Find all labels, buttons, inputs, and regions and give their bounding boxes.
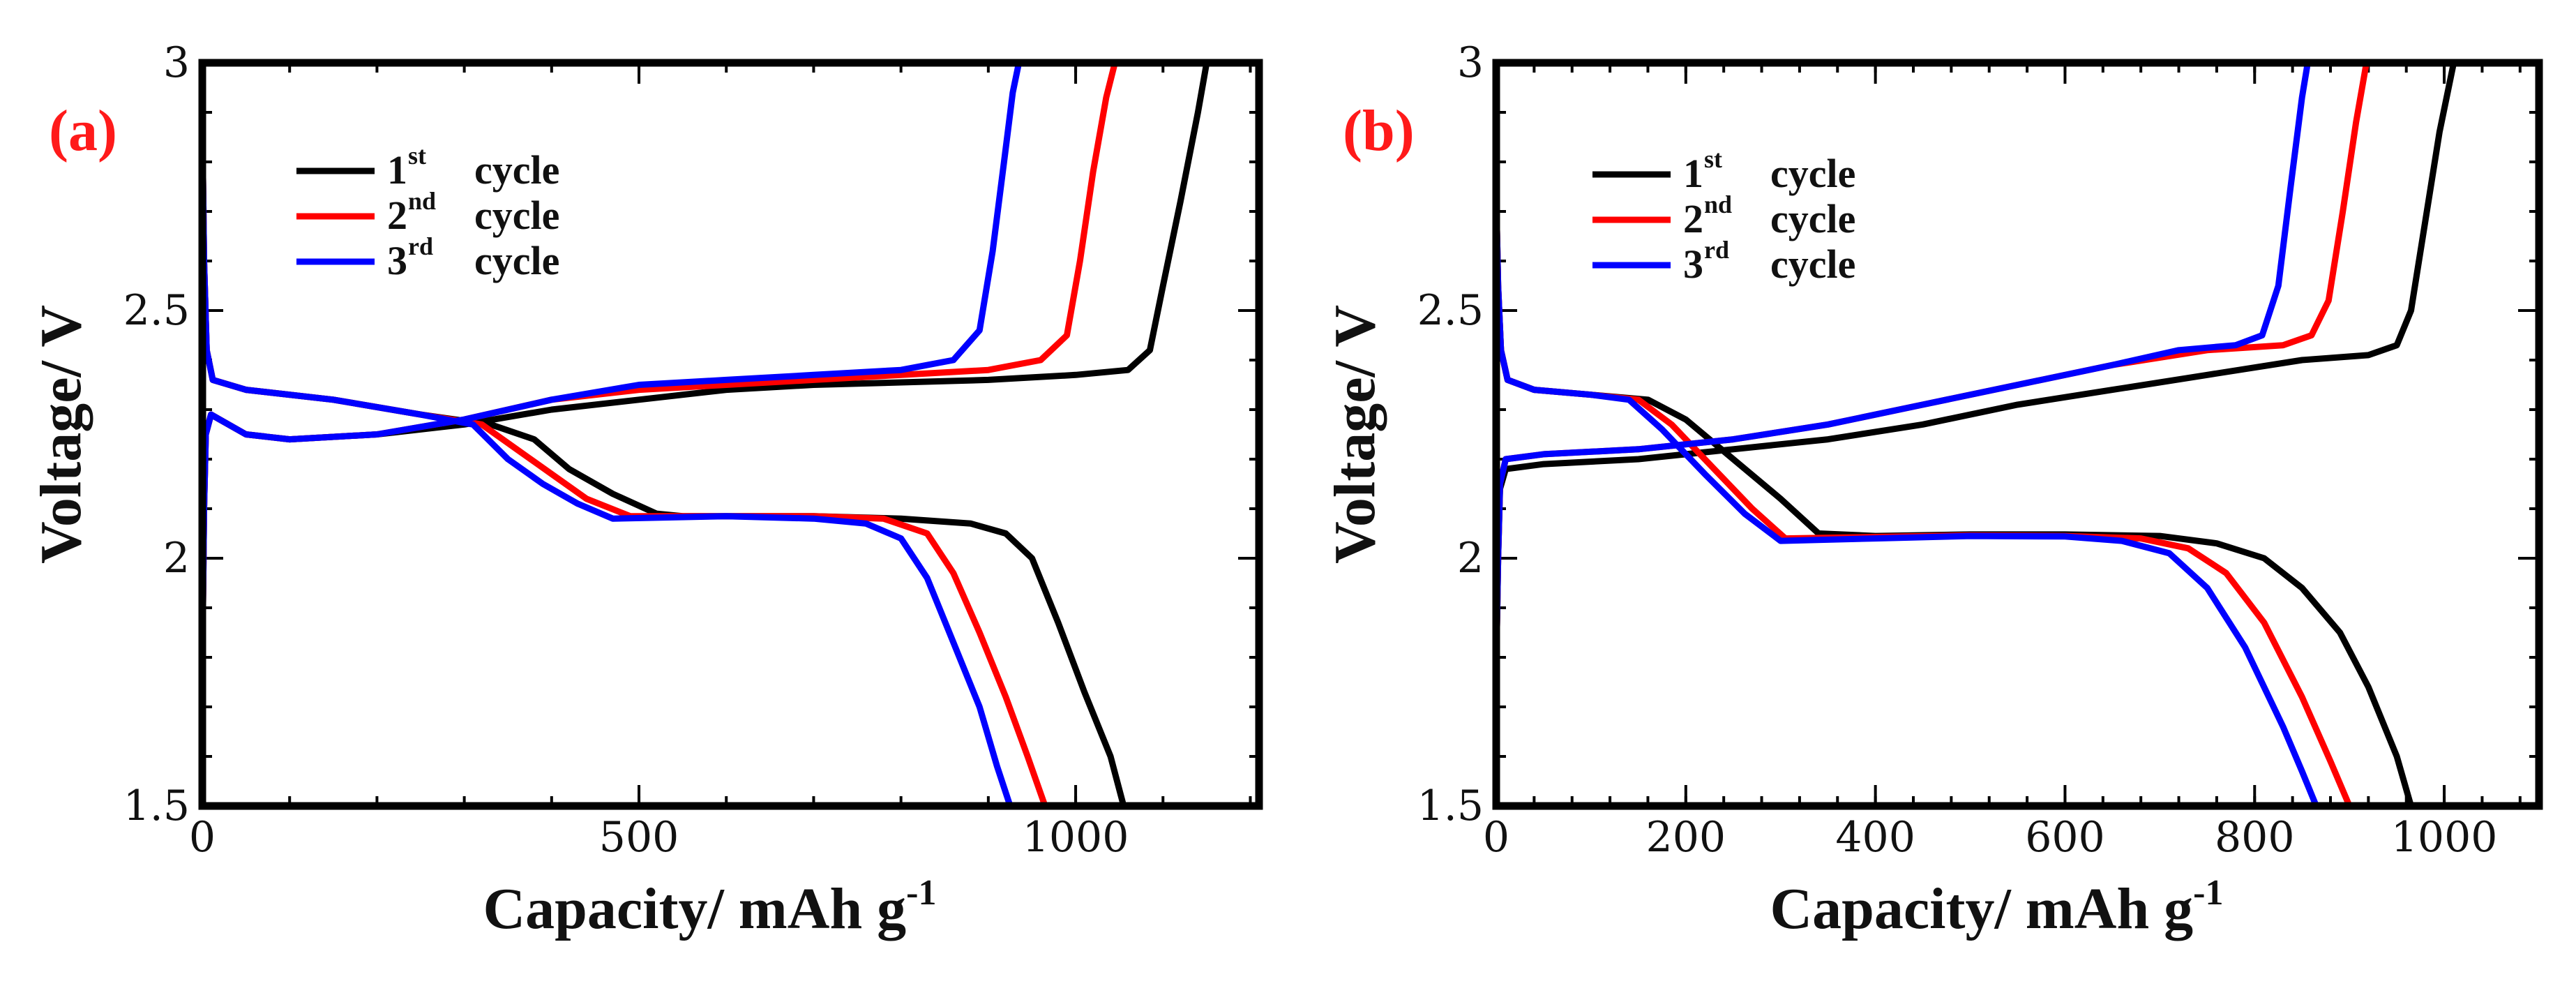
series-line-1-charge <box>202 63 1210 671</box>
panel-label: (a) <box>49 98 117 163</box>
series-line-2-discharge <box>1496 193 2353 806</box>
legend-cycle-text: cycle <box>474 193 559 238</box>
y-tick-label: 1.5 <box>1417 782 1484 830</box>
x-axis-title: Capacity/ mAh g-1 <box>1770 873 2224 941</box>
x-tick-label: 0 <box>1483 813 1509 862</box>
legend-superscript: rd <box>408 232 433 260</box>
series-line-3-charge <box>202 63 1023 671</box>
legend-cycle-text: cycle <box>1770 151 1855 196</box>
y-tick-label: 3 <box>1457 38 1484 87</box>
y-tick-label: 2 <box>163 534 190 583</box>
legend-cycle-text: cycle <box>474 147 559 193</box>
x-axis-title-main: Capacity/ mAh g <box>1770 876 2194 941</box>
series-line-3-charge <box>1496 63 2311 671</box>
x-tick-label: 400 <box>1835 813 1915 862</box>
x-tick-label: 1000 <box>1023 813 1129 862</box>
x-tick-label: 0 <box>189 813 216 862</box>
series-line-1-charge <box>1496 63 2457 671</box>
x-tick-label: 800 <box>2215 813 2295 862</box>
x-tick-label: 600 <box>2025 813 2105 862</box>
plot-frame <box>1492 59 2543 810</box>
legend-cycle-text: cycle <box>1770 241 1855 287</box>
legend-cycle-text: cycle <box>1770 196 1855 241</box>
legend-number: 1 <box>1683 151 1703 196</box>
x-axis-title: Capacity/ mAh g-1 <box>483 873 937 941</box>
y-tick-label: 3 <box>163 38 190 87</box>
series-line-2-discharge <box>202 119 1048 806</box>
legend-number: 3 <box>387 238 407 283</box>
legend-cycle-text: cycle <box>474 238 559 283</box>
legend-number: 2 <box>1683 196 1703 241</box>
legend-superscript: nd <box>1704 191 1732 218</box>
x-tick-label: 1000 <box>2391 813 2498 862</box>
y-axis-title: Voltage/ V <box>1323 305 1387 564</box>
legend-superscript: rd <box>1704 236 1729 264</box>
x-tick-label: 500 <box>599 813 679 862</box>
y-tick-label: 2 <box>1457 534 1484 583</box>
series-line-2-charge <box>202 63 1118 671</box>
legend-number: 1 <box>387 147 407 193</box>
y-tick-label: 2.5 <box>1417 286 1484 335</box>
plot-frame <box>198 59 1263 810</box>
y-tick-label: 2.5 <box>123 286 190 335</box>
x-axis-title-main: Capacity/ mAh g <box>483 876 907 941</box>
curves <box>1496 63 2457 806</box>
legend-number: 3 <box>1683 241 1703 287</box>
x-axis-title-superscript: -1 <box>906 873 936 913</box>
series-line-3-discharge <box>202 119 1014 806</box>
legend-superscript: st <box>1704 145 1722 173</box>
series-line-2-charge <box>1496 63 2370 671</box>
legend-number: 2 <box>387 193 407 238</box>
x-axis-title-superscript: -1 <box>2193 873 2223 913</box>
panel-label: (b) <box>1343 98 1415 163</box>
series-line-1-discharge <box>202 119 1127 806</box>
legend-superscript: nd <box>408 187 436 215</box>
series-line-3-discharge <box>1496 193 2320 806</box>
legend-superscript: st <box>408 142 426 170</box>
y-tick-label: 1.5 <box>123 782 190 830</box>
x-tick-label: 200 <box>1646 813 1726 862</box>
curves <box>202 63 1210 806</box>
y-axis-title: Voltage/ V <box>29 305 93 564</box>
